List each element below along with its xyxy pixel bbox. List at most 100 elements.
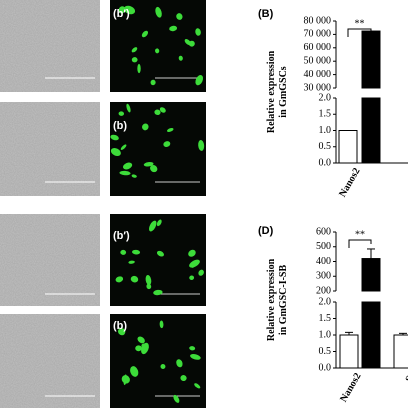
y-axis-label: Relative expressionin GmGSC-I-SB	[266, 258, 289, 341]
significance-bracket	[347, 28, 372, 37]
y-tick-label: 0.0	[319, 362, 332, 373]
x-tick-label: St	[404, 371, 408, 385]
micrograph-texture	[0, 0, 100, 92]
cell	[145, 274, 152, 286]
panel-label: (b′)	[113, 8, 130, 20]
y-tick-label: 0.5	[319, 141, 332, 152]
cell	[195, 28, 201, 36]
cell	[156, 219, 162, 227]
panel-label: (b)	[113, 120, 127, 132]
y-tick-label: 1.5	[319, 109, 332, 120]
cell	[131, 57, 138, 63]
y-tick-label: 1.5	[319, 313, 332, 324]
x-tick-label: Nanos2	[338, 371, 363, 404]
cell	[120, 249, 127, 255]
cell	[130, 366, 139, 377]
cell	[153, 289, 163, 296]
y-tick-label: 70 000	[304, 29, 332, 40]
cell	[176, 13, 183, 20]
cell	[120, 144, 127, 150]
cell	[118, 111, 125, 116]
cell	[154, 109, 161, 116]
cell	[119, 170, 131, 176]
cell	[155, 6, 162, 18]
cell	[156, 250, 164, 257]
y-tick-label: 40 000	[304, 69, 332, 80]
cell	[118, 327, 126, 336]
cell	[189, 346, 196, 351]
bar-lower	[361, 97, 381, 164]
y-tick-label: 0.0	[319, 157, 332, 168]
cell	[188, 249, 196, 257]
panel-label: (B)	[258, 8, 274, 20]
cell	[180, 375, 187, 382]
cell	[195, 75, 204, 86]
bar	[338, 130, 358, 164]
significance: **	[355, 18, 365, 29]
cell	[159, 320, 164, 329]
y-tick-label: 1.0	[319, 329, 332, 340]
cell	[130, 275, 139, 283]
cell	[194, 383, 201, 389]
significance: **	[355, 229, 365, 240]
y-axis-label-line: in GmGSCs	[278, 66, 289, 118]
cell	[121, 375, 130, 384]
cell	[132, 249, 141, 255]
y-axis-label-line: in GmGSC-I-SB	[278, 265, 289, 336]
bar-upper	[361, 30, 381, 89]
cell	[163, 141, 171, 147]
cell	[159, 107, 166, 113]
y-axis-label: Relative expressionin GmGSCs	[266, 50, 289, 133]
y-tick-label: 60 000	[304, 42, 332, 53]
y-tick-label: 400	[316, 256, 331, 267]
cell	[135, 345, 142, 352]
cell	[189, 275, 195, 280]
x-tick-label: Nanos2	[337, 166, 362, 199]
cell	[178, 55, 183, 61]
cell	[110, 134, 119, 141]
cell	[190, 353, 201, 360]
micrograph-texture	[0, 102, 100, 196]
cell	[131, 174, 137, 178]
cell	[190, 263, 195, 268]
y-tick-label: 2.0	[319, 92, 332, 103]
panel-label: (b)	[113, 320, 127, 332]
y-tick-label: 200	[316, 285, 331, 296]
cell	[110, 148, 121, 157]
cell	[143, 161, 154, 167]
y-tick-label: 300	[316, 271, 331, 282]
cell	[126, 103, 131, 113]
y-tick-label: 50 000	[304, 55, 332, 66]
cell	[166, 127, 174, 132]
y-tick-label: 0.5	[319, 346, 332, 357]
cell	[160, 364, 166, 369]
cell	[142, 123, 149, 131]
micrograph-texture	[0, 214, 100, 306]
cell	[149, 220, 157, 232]
fluorescence-images	[110, 0, 206, 408]
cell	[118, 6, 126, 14]
micrograph	[110, 102, 206, 196]
cell	[184, 39, 191, 46]
significance-bracket	[348, 239, 372, 248]
cell	[141, 30, 149, 38]
y-tick-label: 1.0	[319, 125, 332, 136]
y-tick-label: 500	[316, 241, 331, 252]
cell	[155, 48, 160, 54]
y-tick-label: 600	[316, 226, 331, 237]
cell	[150, 165, 158, 173]
cell	[173, 394, 180, 403]
panel-label: (D)	[258, 225, 274, 237]
cell	[128, 260, 135, 264]
bar	[339, 334, 359, 369]
y-tick-label: 80 000	[304, 15, 332, 26]
y-axis-label-line: Relative expression	[266, 50, 277, 133]
cell	[137, 336, 145, 344]
cell	[123, 5, 136, 15]
cell	[169, 25, 178, 32]
y-tick-label: 2.0	[319, 296, 332, 307]
cell	[123, 162, 133, 170]
y-tick-label: 30 000	[304, 82, 332, 93]
cell	[131, 47, 138, 53]
